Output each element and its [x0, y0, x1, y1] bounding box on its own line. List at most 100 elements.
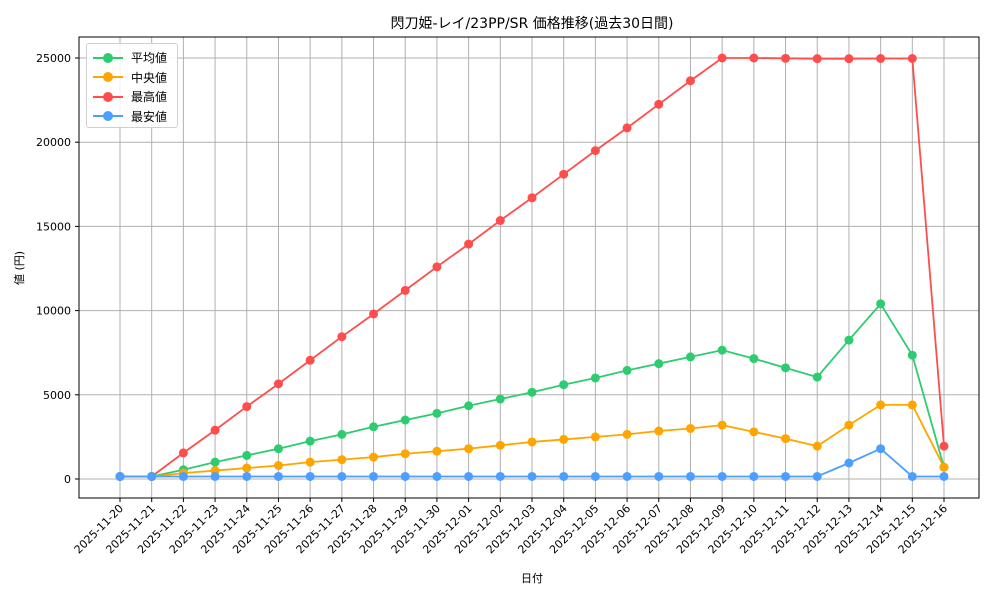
data-point: [432, 446, 442, 456]
legend-label: 最高値: [131, 90, 168, 105]
data-point: [527, 437, 537, 447]
y-axis-ticks: 0 5000 10000 15000 20000 25000: [36, 52, 79, 486]
data-point: [622, 471, 632, 481]
data-point: [432, 408, 442, 418]
data-point: [464, 401, 474, 411]
data-point: [622, 123, 632, 133]
data-point: [876, 54, 886, 64]
data-point: [242, 463, 252, 473]
data-point: [812, 471, 822, 481]
data-point: [622, 429, 632, 439]
data-point: [590, 146, 600, 156]
data-point: [717, 53, 727, 63]
legend-item: 中央値: [93, 68, 171, 88]
data-point: [210, 457, 220, 467]
data-point: [812, 54, 822, 64]
data-point: [400, 415, 410, 425]
data-point: [527, 471, 537, 481]
y-tick-label: 20000: [36, 136, 71, 149]
data-point: [654, 99, 664, 109]
data-point: [305, 471, 315, 481]
data-point: [654, 471, 664, 481]
y-tick-label: 25000: [36, 52, 71, 65]
data-point: [876, 299, 886, 309]
legend-marker-icon: [93, 72, 123, 83]
data-point: [590, 432, 600, 442]
x-axis-ticks: 2025-11-202025-11-212025-11-222025-11-23…: [72, 498, 950, 556]
data-point: [844, 54, 854, 64]
legend-marker-icon: [93, 52, 123, 63]
data-point: [432, 262, 442, 272]
data-point: [178, 471, 188, 481]
data-point: [654, 426, 664, 436]
data-point: [369, 422, 379, 432]
data-point: [369, 452, 379, 462]
data-point: [527, 387, 537, 397]
data-point: [685, 76, 695, 86]
data-point: [939, 471, 949, 481]
data-point: [369, 309, 379, 319]
data-point: [210, 425, 220, 435]
data-point: [781, 471, 791, 481]
data-point: [685, 471, 695, 481]
data-point: [527, 193, 537, 203]
data-point: [400, 285, 410, 295]
data-point: [495, 440, 505, 450]
data-point: [432, 471, 442, 481]
data-point: [495, 471, 505, 481]
data-point: [242, 450, 252, 460]
legend-item: 平均値: [93, 48, 171, 68]
legend-marker-icon: [93, 111, 123, 122]
data-point: [749, 354, 759, 364]
data-point: [844, 458, 854, 468]
data-point: [242, 402, 252, 412]
data-point: [907, 350, 917, 360]
legend: 平均値中央値最高値最安値: [86, 43, 178, 128]
data-point: [559, 380, 569, 390]
data-point: [907, 54, 917, 64]
data-point: [590, 373, 600, 383]
data-point: [781, 53, 791, 63]
data-point: [717, 420, 727, 430]
data-point: [400, 449, 410, 459]
legend-item: 最安値: [93, 107, 171, 127]
data-point: [559, 169, 569, 179]
data-point: [844, 335, 854, 345]
y-tick-label: 5000: [43, 389, 71, 402]
data-point: [464, 471, 474, 481]
data-point: [622, 365, 632, 375]
data-point: [907, 400, 917, 410]
data-point: [812, 372, 822, 382]
data-point: [337, 455, 347, 465]
data-point: [559, 471, 569, 481]
x-axis-label: 日付: [521, 572, 543, 585]
data-point: [305, 457, 315, 467]
data-point: [781, 363, 791, 373]
data-point: [812, 441, 822, 451]
data-point: [717, 471, 727, 481]
data-point: [717, 345, 727, 355]
y-tick-label: 10000: [36, 305, 71, 318]
series-line: [115, 444, 949, 481]
data-point: [369, 471, 379, 481]
data-point: [939, 462, 949, 472]
legend-label: 平均値: [131, 51, 168, 66]
y-tick-label: 0: [64, 473, 71, 486]
series-line: [115, 53, 949, 481]
data-point: [939, 441, 949, 451]
data-point: [559, 434, 569, 444]
data-point: [273, 444, 283, 454]
data-point: [685, 352, 695, 362]
data-series: [115, 53, 949, 481]
legend-label: 中央値: [131, 70, 168, 85]
data-point: [749, 471, 759, 481]
data-point: [273, 471, 283, 481]
data-point: [907, 471, 917, 481]
data-point: [273, 379, 283, 389]
data-point: [115, 471, 125, 481]
data-point: [685, 423, 695, 433]
data-point: [590, 471, 600, 481]
grid-lines: [79, 37, 979, 498]
data-point: [876, 444, 886, 454]
